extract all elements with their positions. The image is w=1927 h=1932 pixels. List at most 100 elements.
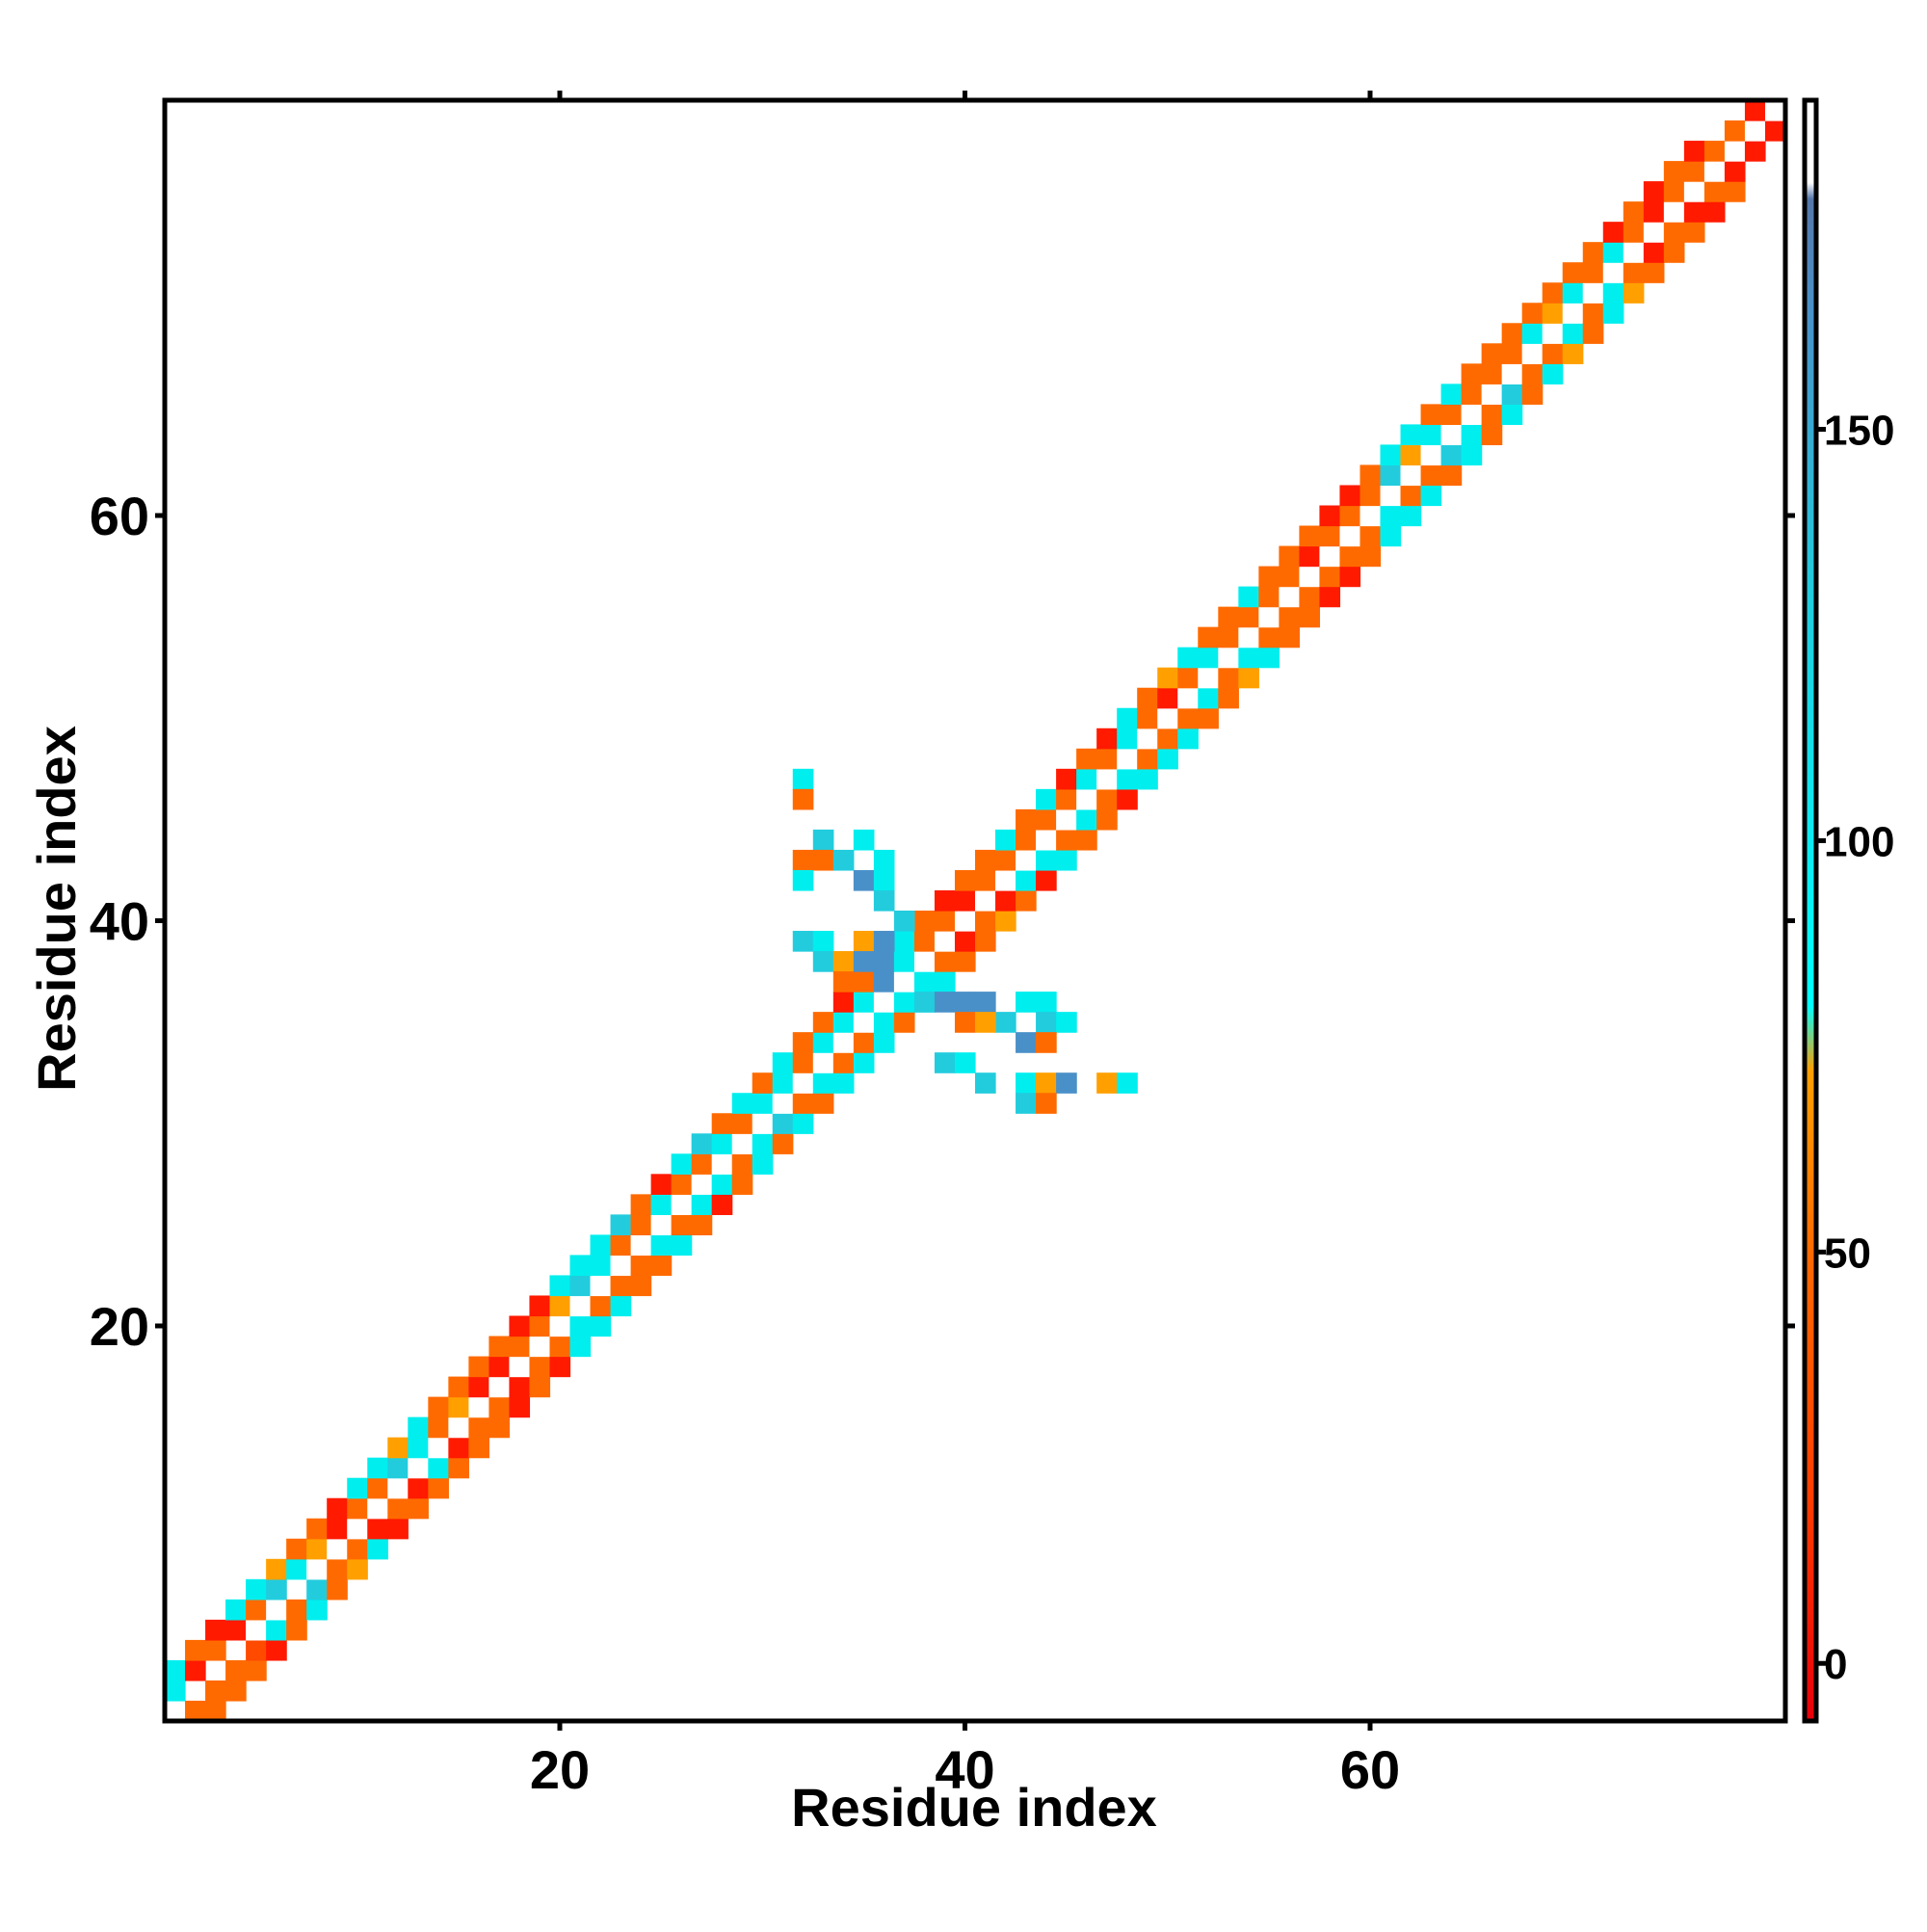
heatmap-cell [529,1295,551,1317]
heatmap-cell [367,1538,388,1560]
heatmap-cell [428,1457,449,1479]
heatmap-cell [650,1255,673,1277]
heatmap-cell [1663,222,1685,243]
heatmap-cell [1238,586,1259,608]
heatmap-cell [1137,687,1158,709]
heatmap-cell [327,1497,348,1520]
heatmap-cell [266,1578,287,1601]
heatmap-cell [408,1437,429,1459]
heatmap-cell [832,1032,855,1053]
heatmap-cell [1359,545,1382,568]
heatmap-cell [1177,687,1199,709]
heatmap-cell [246,1599,267,1621]
colorbar-tick-label: 0 [1824,1641,1847,1688]
x-axis-label: Residue index [791,1777,1157,1838]
heatmap-cell [165,1680,186,1702]
heatmap-cell [1582,262,1604,283]
heatmap-cell [1016,808,1037,831]
heatmap-cell [1198,626,1219,648]
heatmap-cell [934,971,956,992]
x-axis: 20 40 60 [530,91,1400,1800]
heatmap-cell [1319,525,1341,547]
heatmap-cell [792,1072,814,1094]
heatmap-cell [1339,545,1361,568]
heatmap-cell [448,1416,469,1439]
heatmap-cell [1359,525,1382,547]
heatmap-cell [1703,161,1726,182]
heatmap-cell [1036,829,1057,851]
heatmap-cell [954,889,976,912]
heatmap-cell [387,1437,409,1459]
heatmap-cell [1764,100,1786,121]
heatmap-cell [1096,808,1118,831]
heatmap-cell [509,1315,531,1337]
heatmap-cell [529,1315,551,1337]
heatmap-cell [488,1336,511,1358]
heatmap-cell [1582,323,1604,344]
heatmap-cell [205,1639,226,1661]
heatmap-cell [1400,464,1422,487]
heatmap-cell [1359,464,1382,487]
heatmap-cell [1238,667,1259,689]
heatmap-cell [650,1174,673,1195]
heatmap-cell [610,1234,632,1257]
heatmap-cell [1623,242,1645,263]
heatmap-cell [1724,181,1746,202]
heatmap-cell [347,1497,368,1520]
heatmap-cell [1481,404,1503,426]
heatmap-cell [1137,748,1158,770]
heatmap-cell [225,1680,247,1702]
heatmap-cell [1319,566,1341,588]
heatmap-cell [1663,201,1685,223]
heatmap-cell [1279,626,1301,648]
heatmap-cell [975,931,996,952]
heatmap-cell [1623,282,1645,304]
heatmap-cell [1521,363,1544,384]
heatmap-cell [1623,262,1645,283]
heatmap-cell [934,951,956,972]
heatmap-cell [205,1659,226,1681]
heatmap-cell [1016,992,1037,1013]
heatmap-cell [1218,626,1239,648]
heatmap-cell [1461,444,1483,466]
heatmap-cell [1542,343,1564,364]
heatmap-cell [650,1234,673,1257]
heatmap-cell [1643,262,1665,283]
heatmap-cell [1724,161,1746,182]
heatmap-cell [347,1477,368,1499]
heatmap-cell [893,992,915,1013]
heatmap-cell [1036,1072,1057,1094]
heatmap-cell [347,1538,368,1560]
heatmap-cell [1218,667,1239,689]
heatmap-cell [205,1680,226,1702]
heatmap-cell [610,1255,632,1277]
heatmap-cell [1198,667,1219,689]
heatmap-cell [1016,1072,1037,1094]
heatmap-cell [1238,647,1259,669]
heatmap-cell [1117,707,1138,729]
heatmap-cell [812,1052,834,1073]
heatmap-cell [1299,545,1321,568]
heatmap-cell [954,1052,976,1073]
heatmap-cell [1562,323,1584,344]
heatmap-cell [853,1012,875,1033]
heatmap-cell [1096,768,1118,790]
heatmap-cell [954,869,976,891]
heatmap-cell [468,1416,490,1439]
heatmap-cell [853,829,875,851]
heatmap-cell [1602,262,1624,283]
heatmap-cell [711,1194,733,1215]
heatmap-cell [1521,303,1544,324]
heatmap-cell [812,1032,834,1053]
heatmap-cell [975,869,996,891]
heatmap-cell [549,1275,571,1297]
heatmap-cell [1703,181,1726,202]
heatmap-cell [165,1659,186,1681]
heatmap-cell [1279,606,1301,628]
heatmap-cell [995,889,1016,912]
colorbar-tick-label: 150 [1824,408,1894,455]
heatmap-cell [1420,485,1442,507]
heatmap-cell [832,849,855,871]
heatmap-cell [1339,525,1361,547]
heatmap-cell [1279,566,1301,588]
